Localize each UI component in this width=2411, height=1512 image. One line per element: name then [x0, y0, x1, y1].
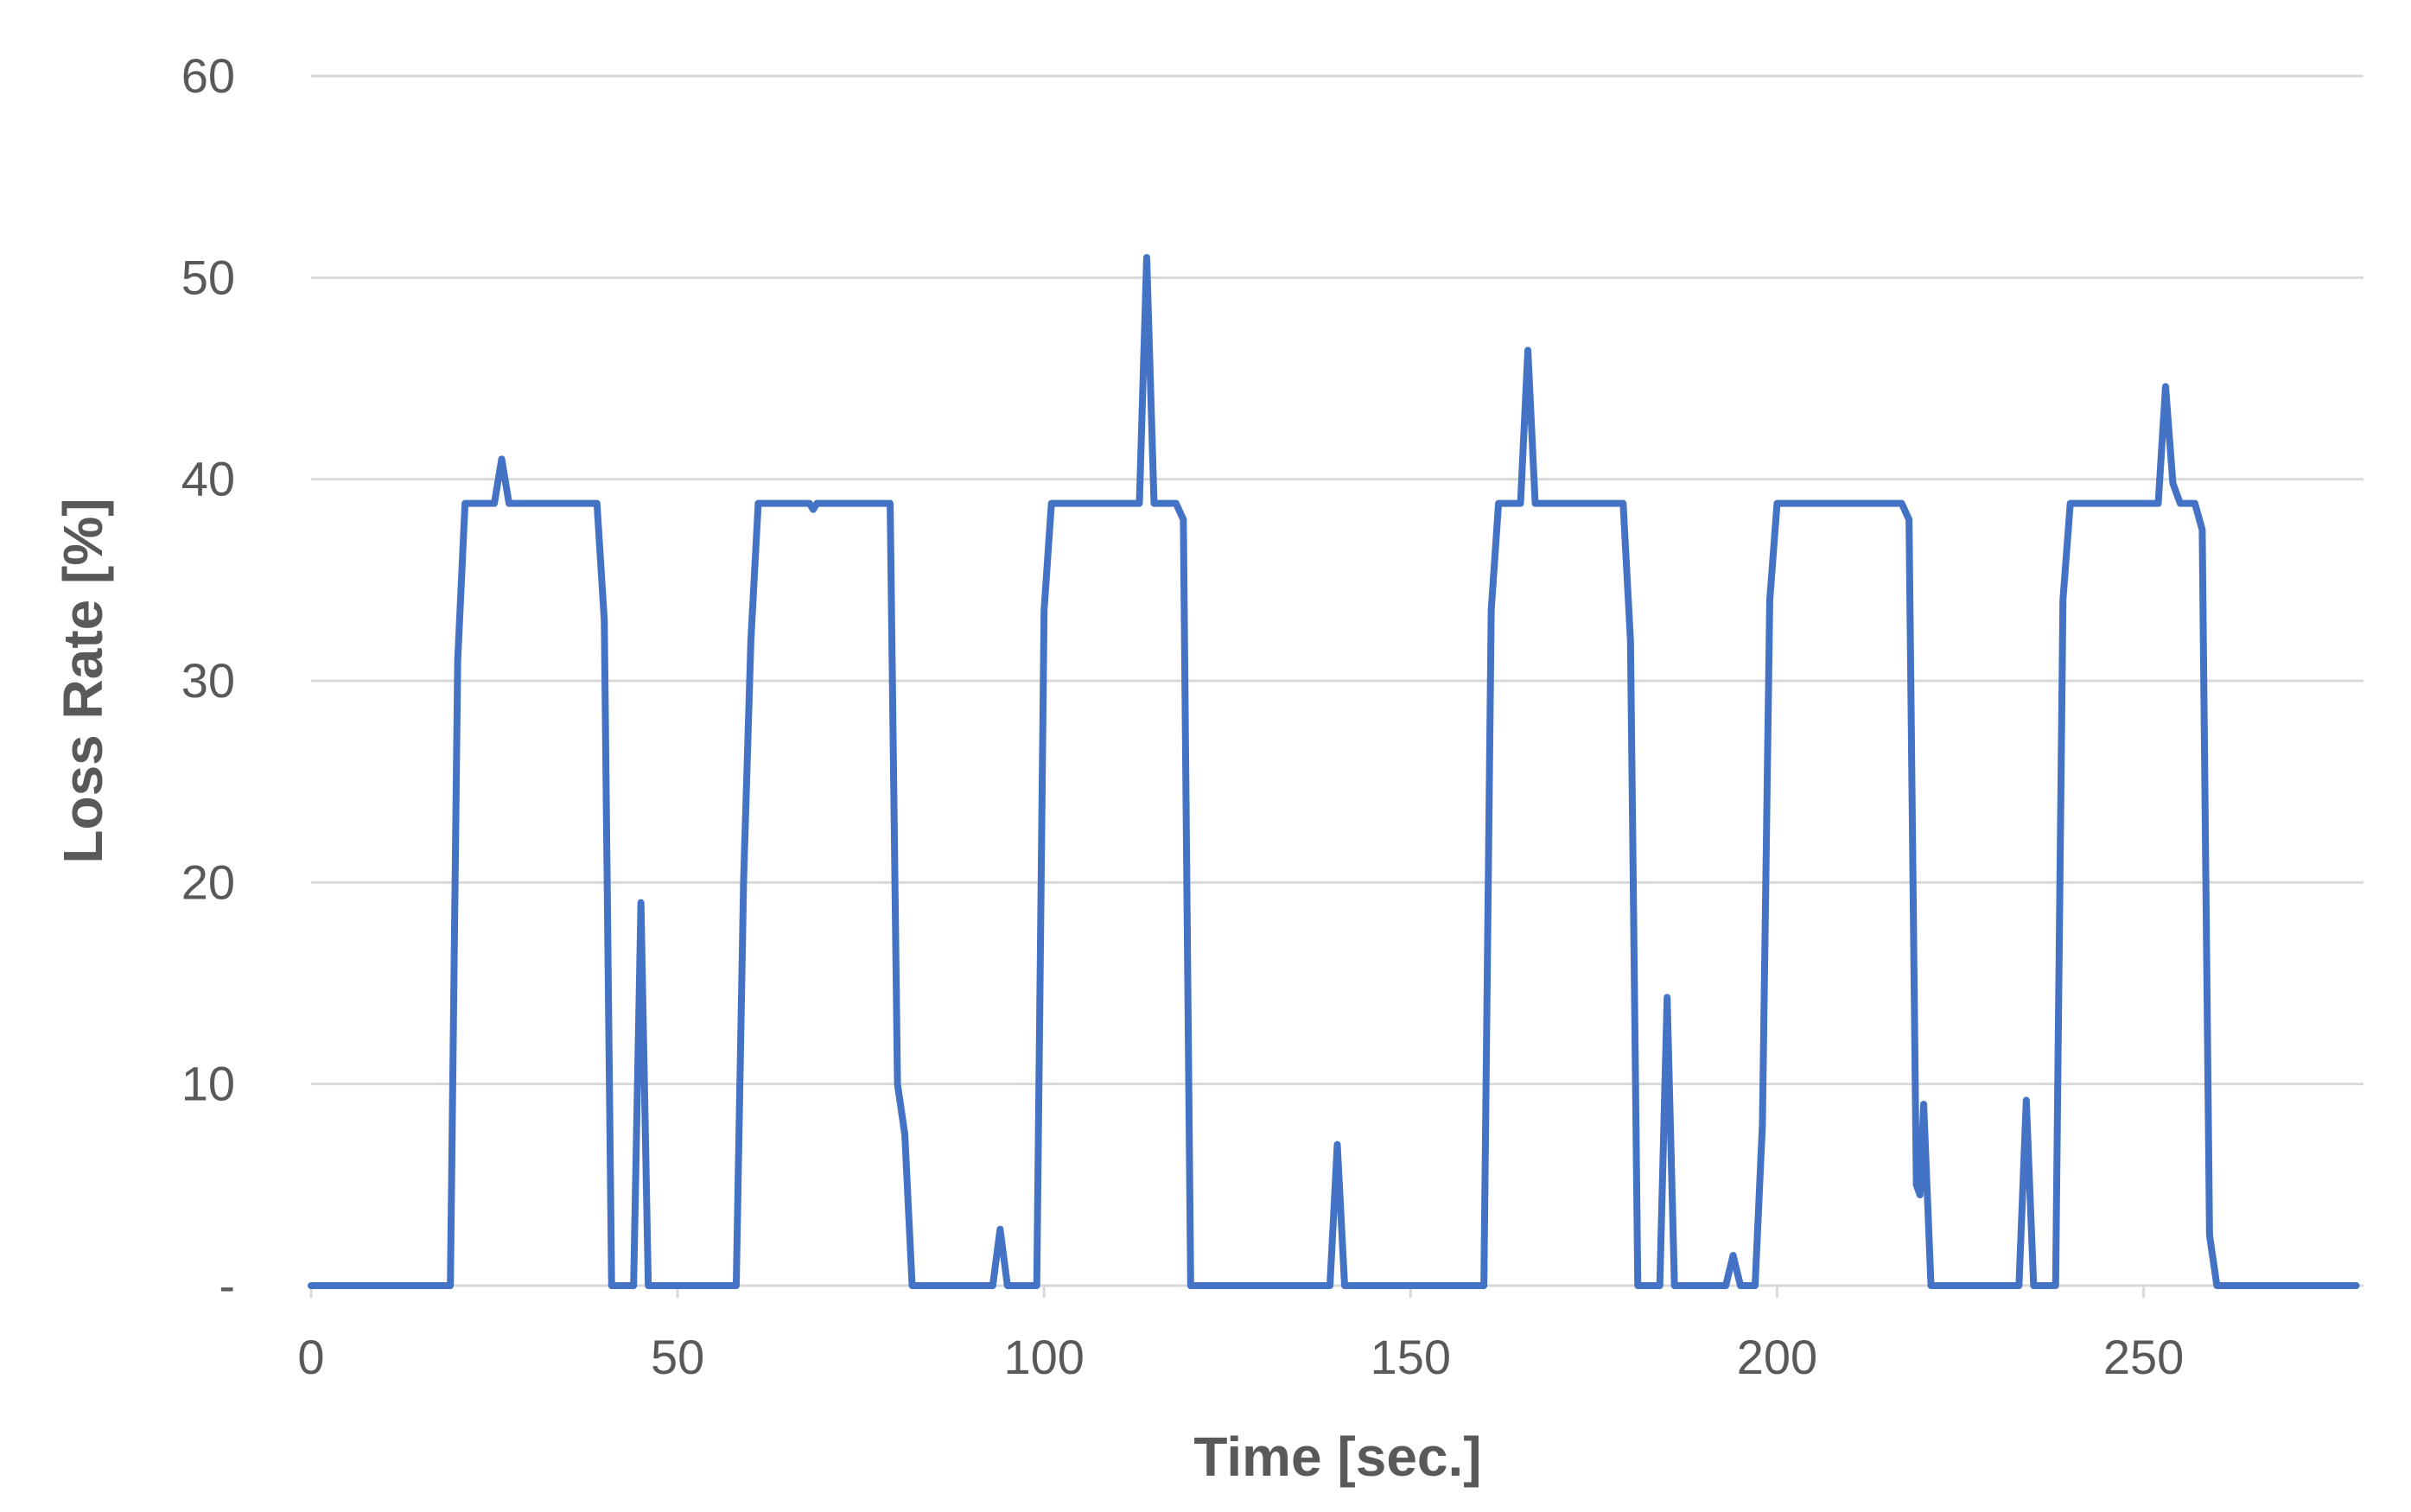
y-tick-label-0: - — [219, 1258, 235, 1312]
grid-layer — [311, 74, 2363, 1086]
y-tick-label-40: 40 — [181, 452, 235, 506]
x-tick-label-100: 100 — [1003, 1330, 1084, 1384]
x-tick-label-250: 250 — [2103, 1330, 2184, 1384]
y-tick-label-50: 50 — [181, 250, 235, 304]
x-tick-label-150: 150 — [1371, 1330, 1451, 1384]
x-tick-label-50: 50 — [651, 1330, 704, 1384]
label-layer: - 10 20 30 40 50 60 0 50 100 150 200 250 — [181, 48, 2185, 1384]
y-axis-title: Loss Rate [%] — [52, 498, 114, 863]
y-tick-label-30: 30 — [181, 653, 235, 708]
series-layer — [308, 254, 2360, 1289]
y-tick-label-20: 20 — [181, 854, 235, 909]
loss-rate-series-line — [308, 254, 2360, 1289]
y-tick-label-60: 60 — [181, 48, 235, 103]
x-tick-label-200: 200 — [1737, 1330, 1817, 1384]
y-tick-label-10: 10 — [181, 1057, 235, 1111]
x-axis-title: Time [sec.] — [1193, 1426, 1481, 1488]
x-tick-label-0: 0 — [297, 1330, 324, 1384]
